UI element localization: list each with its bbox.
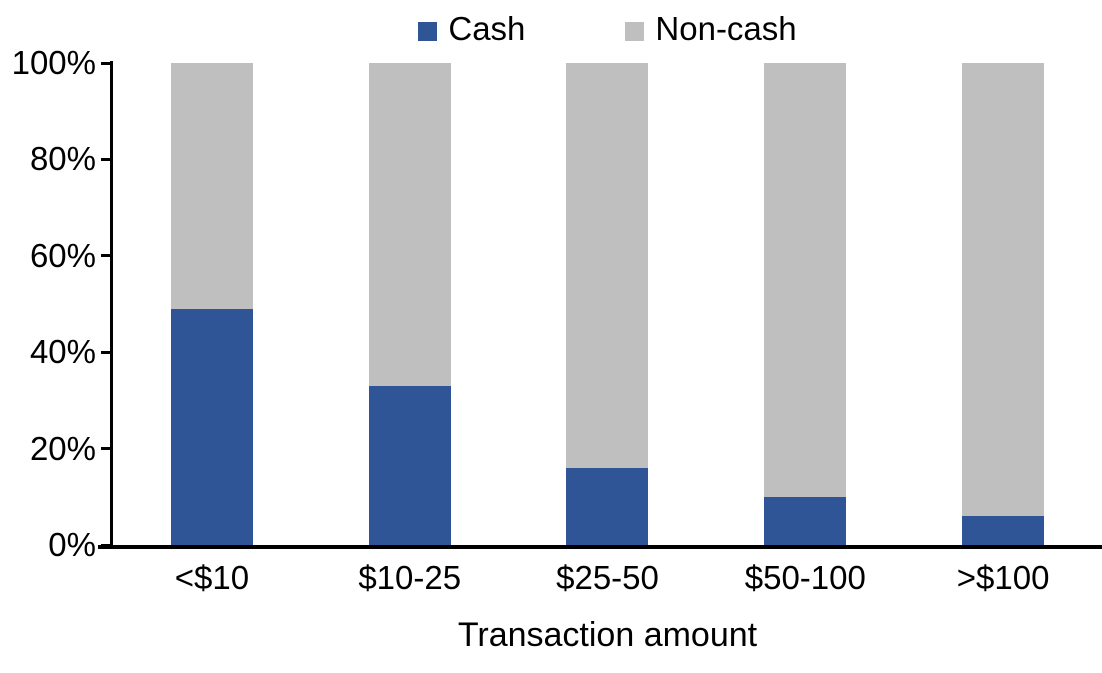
y-axis-tick-label: 20%	[29, 429, 96, 467]
bar-cash-50-100	[764, 496, 847, 545]
bar-cash-10	[170, 308, 253, 545]
y-axis-tick	[101, 61, 110, 65]
bar-column-10-25	[311, 63, 509, 545]
y-axis-tick	[101, 254, 110, 258]
cash-legend-swatch	[418, 21, 438, 41]
bar-non-cash-100	[962, 63, 1045, 517]
bar-non-cash-10	[170, 63, 253, 309]
x-axis-label-10-25: $10-25	[358, 559, 462, 596]
y-axis-tick-label: 80%	[29, 140, 96, 178]
bar-stack-100	[962, 63, 1045, 545]
y-axis-tick	[101, 157, 110, 161]
x-axis-label-25-50: $25-50	[556, 559, 659, 596]
x-axis-label-100: >$100	[956, 559, 1050, 596]
bar-column-25-50	[509, 63, 707, 545]
y-axis-line	[110, 61, 113, 547]
y-axis-tick	[101, 350, 110, 354]
bar-column-10	[113, 63, 311, 545]
bar-non-cash-25-50	[566, 63, 649, 468]
x-axis-title: Transaction amount	[457, 616, 758, 654]
bar-stack-50-100	[764, 63, 847, 545]
bar-stack-10-25	[368, 63, 451, 545]
x-axis-label-50-100: $50-100	[744, 559, 866, 596]
x-axis-line	[98, 545, 1102, 549]
x-axis-labels: <$10 $10-25 $25-50 $50-100 >$100	[113, 560, 1102, 596]
bar-column-100	[904, 63, 1102, 545]
chart-legend: Cash Non-cash	[113, 10, 1102, 48]
bar-cash-25-50	[566, 467, 649, 545]
legend-item-non-cash: Non-cash	[625, 10, 797, 48]
y-axis-tick	[101, 543, 110, 547]
bar-non-cash-10-25	[368, 63, 451, 386]
plot-area	[113, 63, 1102, 545]
x-axis-label-10: <$10	[174, 559, 250, 596]
y-axis-tick	[101, 447, 110, 451]
bar-stack-25-50	[566, 63, 649, 545]
non-cash-legend-swatch	[625, 21, 645, 41]
y-axis-tick-label: 0%	[48, 526, 96, 563]
legend-item-cash: Cash	[418, 10, 525, 48]
bar-cash-100	[962, 516, 1045, 545]
bar-column-50-100	[706, 63, 904, 545]
bar-stack-10	[170, 63, 253, 545]
y-axis-tick-label: 100%	[11, 44, 96, 81]
y-axis-tick-label: 60%	[29, 236, 96, 274]
bar-cash-10-25	[368, 385, 451, 545]
bar-non-cash-50-100	[764, 63, 847, 497]
cash-legend-label: Cash	[448, 10, 526, 47]
non-cash-legend-label: Non-cash	[655, 10, 797, 47]
y-axis-tick-label: 40%	[29, 333, 96, 371]
